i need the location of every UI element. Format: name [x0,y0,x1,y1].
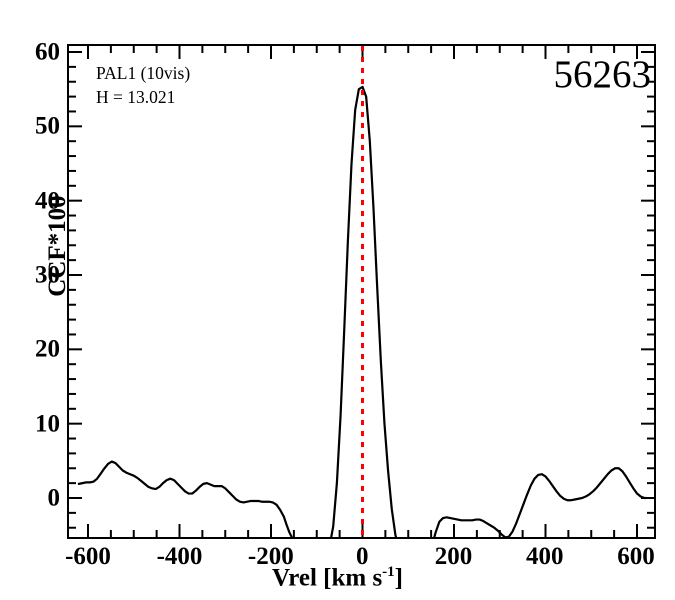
x-axis-title-main: Vrel [km s [272,564,383,592]
x-tick-label: -400 [156,543,203,570]
x-axis-title-tail: ] [394,564,403,592]
x-tick-label: 0 [355,543,369,570]
x-tick-label: 200 [434,543,473,570]
x-axis-title-exponent: -1 [382,564,395,580]
x-tick-label: -200 [247,543,294,570]
y-tick-label: 30 [35,261,60,289]
x-tick-label: 400 [526,543,564,570]
mjd-label: 56263 [553,53,652,96]
plot-canvas [69,46,654,537]
y-tick-label: 10 [35,410,60,438]
ccf-curve [77,85,648,537]
y-tick-label: 20 [35,335,60,363]
target-magnitude: H = 13.021 [96,86,176,107]
y-tick-label: 40 [35,187,60,215]
y-tick-label: 50 [35,112,60,140]
x-tick-label: -600 [65,543,111,570]
x-tick-label: 600 [617,543,655,570]
y-tick-label: 0 [47,484,61,512]
y-tick-label: 60 [35,38,60,66]
target-annotation: PAL1 (10vis) H = 13.021 [96,62,190,109]
plot-area [67,44,656,539]
y-axis-tick-labels: 0 10 20 30 40 50 60 [0,0,60,600]
target-name: PAL1 (10vis) [96,63,191,83]
x-axis-title: Vrel [km s-1] [0,564,675,592]
